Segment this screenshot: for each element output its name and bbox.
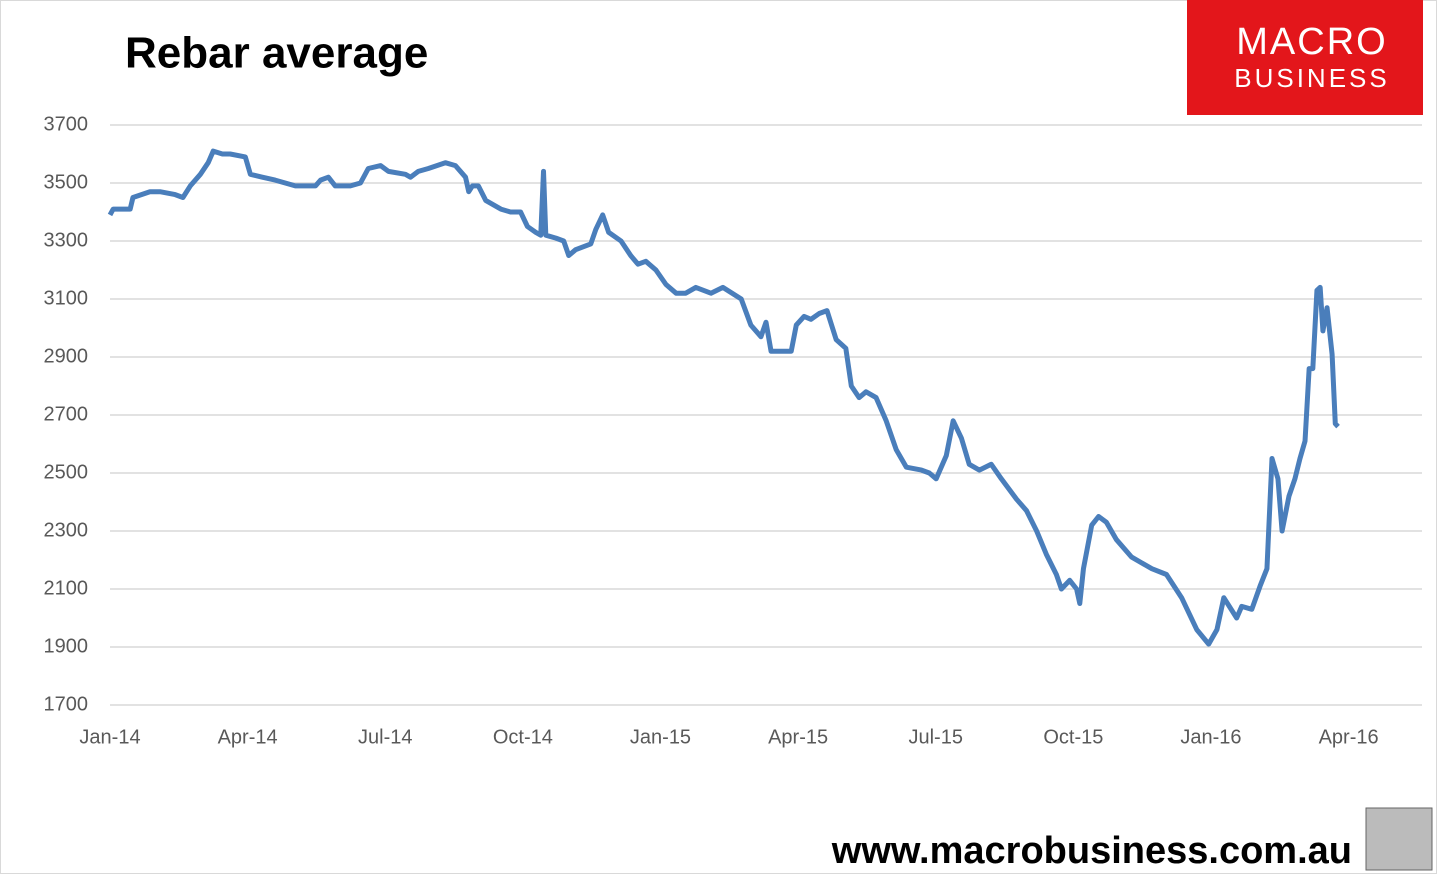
chart-title: Rebar average [125, 29, 428, 78]
source-url: www.macrobusiness.com.au [831, 830, 1352, 872]
y-tick-label: 3700 [44, 113, 89, 135]
x-tick-label: Apr-16 [1319, 726, 1379, 748]
x-tick-label: Jan-14 [79, 726, 140, 748]
x-tick-label: Oct-15 [1043, 726, 1103, 748]
logo-text: MACRO [1236, 21, 1387, 63]
logo-box [1187, 0, 1423, 115]
x-tick-label: Apr-14 [218, 726, 278, 748]
y-tick-label: 1700 [44, 693, 89, 715]
x-tick-label: Jan-16 [1180, 726, 1241, 748]
x-tick-label: Apr-15 [768, 726, 828, 748]
y-tick-label: 3500 [44, 171, 89, 193]
y-tick-label: 2100 [44, 577, 89, 599]
y-tick-label: 2900 [44, 345, 89, 367]
x-tick-label: Jul-14 [358, 726, 412, 748]
fox-icon [1365, 807, 1433, 871]
data-line [107, 148, 1340, 647]
y-tick-label: 2700 [44, 403, 89, 425]
x-tick-label: Jul-15 [908, 726, 962, 748]
y-tick-label: 3300 [44, 229, 89, 251]
y-tick-label: 3100 [44, 287, 89, 309]
y-tick-label: 2300 [44, 519, 89, 541]
logo-text: BUSINESS [1234, 63, 1390, 93]
x-tick-label: Jan-15 [630, 726, 691, 748]
y-tick-label: 2500 [44, 461, 89, 483]
y-tick-label: 1900 [44, 635, 89, 657]
x-tick-label: Oct-14 [493, 726, 553, 748]
